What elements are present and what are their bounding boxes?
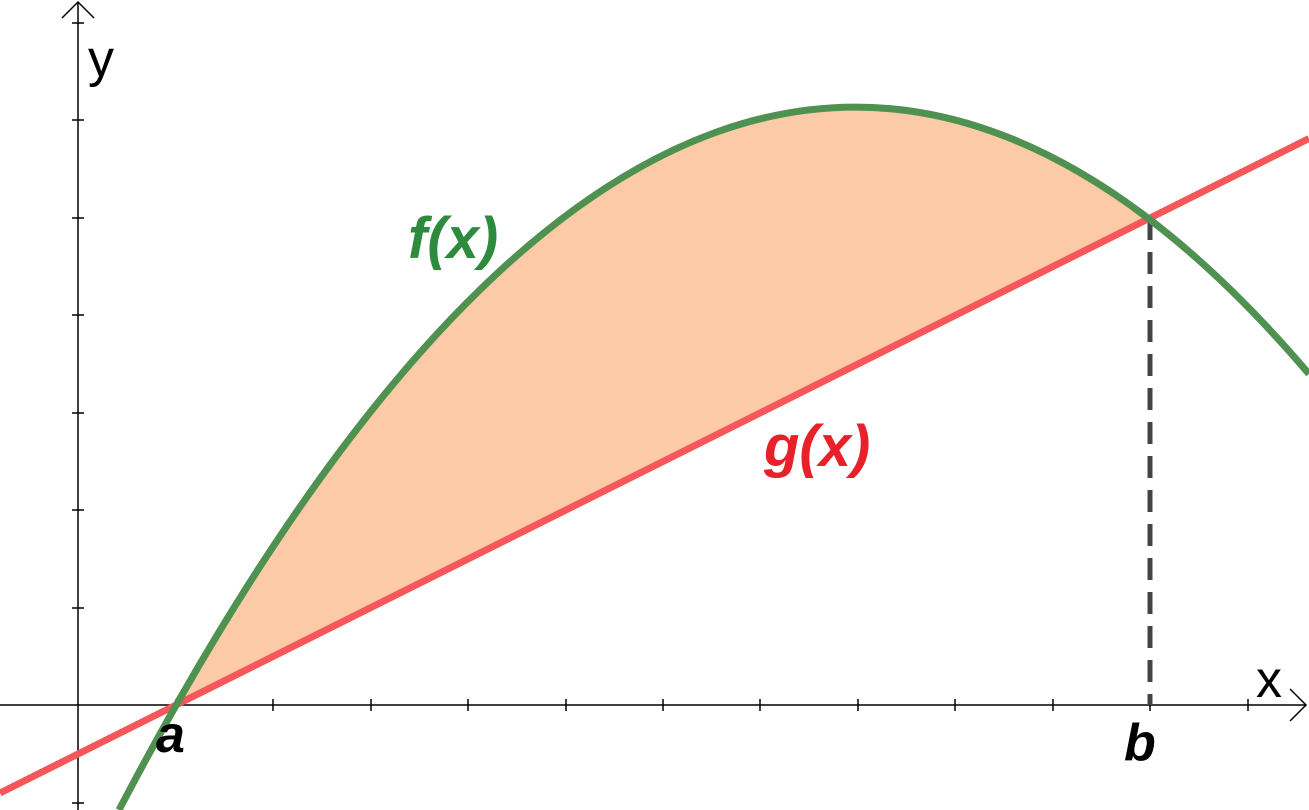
y-label: y xyxy=(88,30,114,88)
g-line xyxy=(0,135,1309,797)
x-arrow xyxy=(1289,688,1308,722)
y-arrow xyxy=(61,0,95,19)
g-label: g(x) xyxy=(763,414,870,479)
point-b-label: b xyxy=(1124,714,1156,772)
f-label: f(x) xyxy=(408,206,498,271)
y-ticks xyxy=(72,22,84,804)
x-label: x xyxy=(1256,651,1282,709)
area-region xyxy=(176,106,1150,705)
f-curve xyxy=(115,103,1309,810)
point-a-label: a xyxy=(156,706,185,764)
